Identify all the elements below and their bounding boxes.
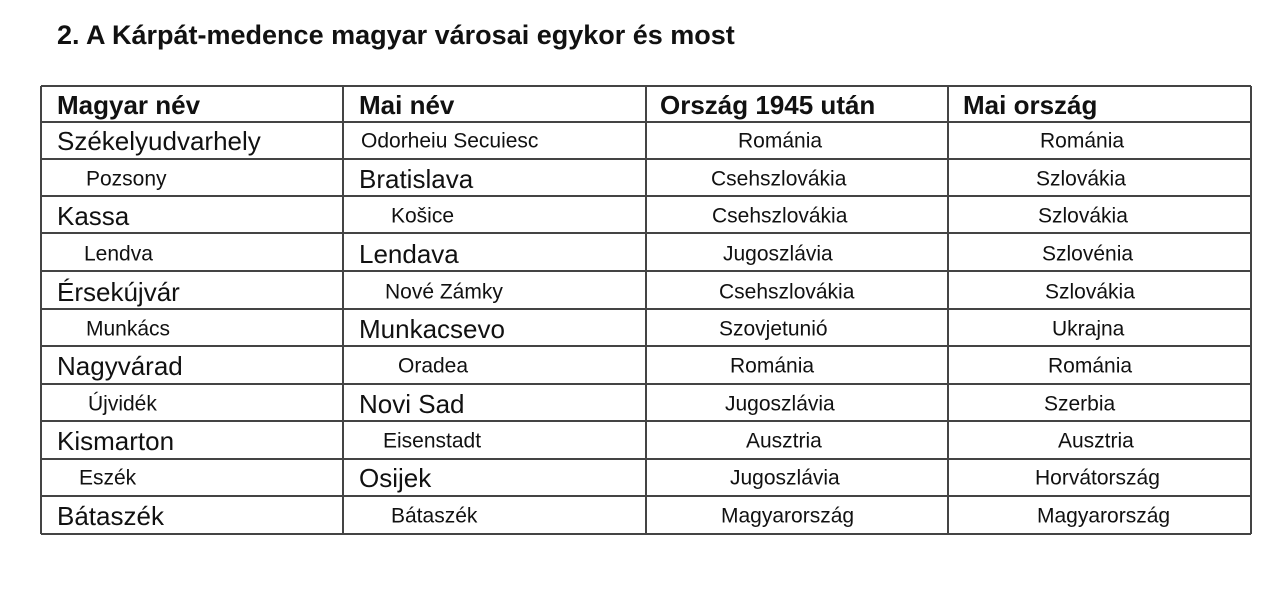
table-cell: Románia <box>1048 354 1133 378</box>
table-cell: Székelyudvarhely <box>57 126 261 156</box>
table-cell: Bratislava <box>359 164 474 194</box>
table-cell: Szerbia <box>1044 392 1116 416</box>
table-cell: Románia <box>1040 129 1125 153</box>
table-cell: Munkacsevo <box>359 314 505 344</box>
table-cell: Jugoszlávia <box>723 242 833 266</box>
table-cell: Magyarország <box>721 504 855 528</box>
table-cell: Ausztria <box>746 429 822 453</box>
table-cell: Oradea <box>398 354 469 378</box>
table-cell: Kassa <box>57 201 130 231</box>
table-cell: Bátaszék <box>57 501 164 531</box>
table-cell: Szlovénia <box>1042 242 1134 266</box>
table-cell: Szovjetunió <box>719 317 828 341</box>
table-cell: Munkács <box>86 317 171 341</box>
table-cell: Újvidék <box>88 392 157 416</box>
table-cell: Jugoszlávia <box>725 392 835 416</box>
column-header: Ország 1945 után <box>660 90 876 120</box>
table-cell: Szlovákia <box>1045 280 1135 304</box>
table-cell: Košice <box>391 204 455 228</box>
table-cell: Érsekújvár <box>57 277 180 307</box>
table-cell: Lendva <box>84 242 153 266</box>
table-cell: Magyarország <box>1037 504 1171 528</box>
table-cell: Kismarton <box>57 426 175 456</box>
table-cell: Jugoszlávia <box>730 466 840 490</box>
table-cell: Bátaszék <box>391 504 478 528</box>
document-title: 2. A Kárpát-medence magyar városai egyko… <box>57 20 735 50</box>
table-cell: Horvátország <box>1035 466 1160 490</box>
table-cell: Csehszlovákia <box>711 167 847 191</box>
table-cell: Odorheiu Secuiesc <box>361 129 539 153</box>
table-cell: Románia <box>738 129 823 153</box>
table-cell: Osijek <box>359 463 432 493</box>
table-cell: Eszék <box>79 466 137 490</box>
table-cell: Lendava <box>359 239 459 269</box>
table-cell: Eisenstadt <box>383 429 482 453</box>
table-cell: Csehszlovákia <box>712 204 848 228</box>
column-header: Mai név <box>359 90 455 120</box>
table-cell: Nagyvárad <box>57 351 183 381</box>
column-header: Magyar név <box>57 90 201 120</box>
table-cell: Pozsony <box>86 167 167 191</box>
table-cell: Szlovákia <box>1036 167 1126 191</box>
table-cell: Csehszlovákia <box>719 280 855 304</box>
table-cell: Novi Sad <box>359 389 465 419</box>
table-cell: Ausztria <box>1058 429 1134 453</box>
table-cell: Nové Zámky <box>385 280 503 304</box>
table-cell: Ukrajna <box>1052 317 1125 341</box>
column-header: Mai ország <box>963 90 1098 120</box>
table-cell: Szlovákia <box>1038 204 1128 228</box>
table-cell: Románia <box>730 354 815 378</box>
